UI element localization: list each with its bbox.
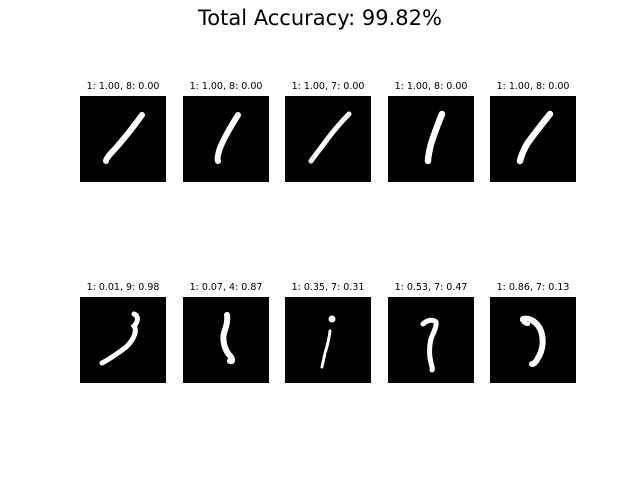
- digit-image: [80, 297, 166, 383]
- digit-image: [388, 96, 474, 182]
- digit-image: [285, 96, 371, 182]
- digit-image: [285, 297, 371, 383]
- panel-title: 1: 1.00, 8: 0.00: [86, 81, 160, 92]
- panel-title: 1: 0.86, 7: 0.13: [496, 282, 570, 293]
- figure-title: Total Accuracy: 99.82%: [198, 6, 442, 30]
- digit-image: [388, 297, 474, 383]
- panel-title: 1: 0.35, 7: 0.31: [291, 282, 365, 293]
- digit-image: [183, 297, 269, 383]
- panel-title: 1: 1.00, 8: 0.00: [496, 81, 570, 92]
- panel-title: 1: 0.01, 9: 0.98: [86, 282, 160, 293]
- digit-image: [80, 96, 166, 182]
- panel-title: 1: 0.07, 4: 0.87: [189, 282, 263, 293]
- digit-image: [490, 297, 576, 383]
- panel-title: 1: 1.00, 8: 0.00: [394, 81, 468, 92]
- panel-title: 1: 1.00, 7: 0.00: [291, 81, 365, 92]
- digit-image: [490, 96, 576, 182]
- digit-image: [183, 96, 269, 182]
- panel-title: 1: 1.00, 8: 0.00: [189, 81, 263, 92]
- panel-title: 1: 0.53, 7: 0.47: [394, 282, 468, 293]
